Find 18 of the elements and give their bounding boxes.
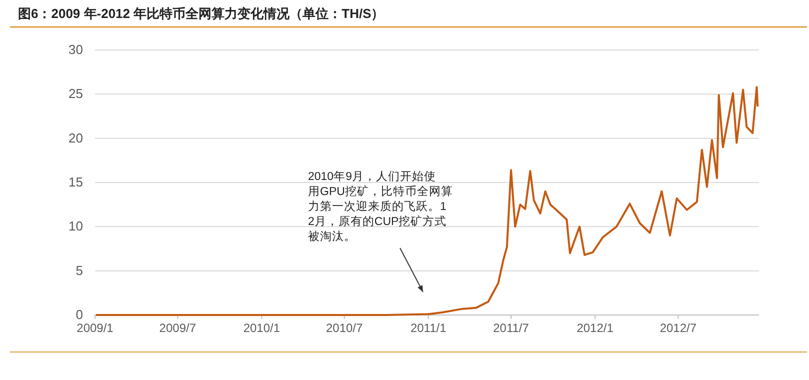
- x-tick-label: 2009/7: [159, 321, 196, 335]
- y-tick-label: 0: [76, 307, 83, 322]
- x-tick-label: 2012/7: [660, 321, 697, 335]
- y-tick-label: 30: [68, 42, 83, 57]
- y-tick-label: 25: [68, 86, 83, 102]
- x-tick-label: 2011/7: [493, 321, 530, 335]
- annotation: 2010年9月，人们开始使用GPU挖矿，比特币全网算力第一次迎来质的飞跃。12月，原有的CUP挖矿方式被淘汰。: [308, 170, 453, 243]
- y-tick-label: 15: [68, 174, 83, 190]
- y-tick-label: 5: [76, 262, 83, 278]
- x-tick-label: 2010/7: [326, 321, 364, 335]
- x-tick-label: 2012/1: [576, 321, 614, 335]
- x-tick-label: 2009/1: [76, 321, 114, 335]
- line-series: [94, 86, 759, 316]
- chart-title: 图6：2009 年-2012 年比特币全网算力变化情况（单位：TH/S）: [18, 6, 384, 21]
- x-tick-label: 2010/1: [243, 321, 280, 335]
- x-tick-label: 2011/1: [410, 321, 447, 335]
- y-tick-label: 10: [68, 218, 83, 234]
- y-tick-label: 20: [68, 130, 83, 146]
